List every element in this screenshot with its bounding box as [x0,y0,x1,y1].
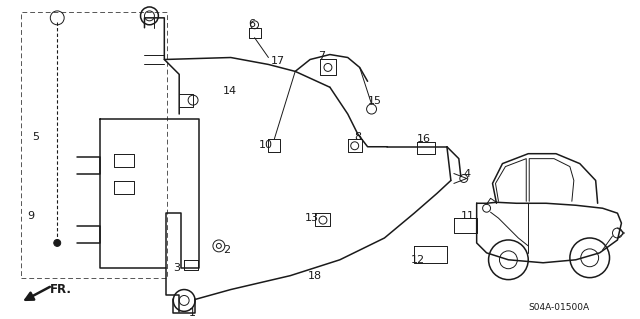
Text: 15: 15 [367,96,381,106]
Circle shape [54,240,61,246]
Text: 14: 14 [223,86,237,96]
Text: 16: 16 [417,134,431,144]
Text: 10: 10 [259,140,273,150]
Text: 1: 1 [189,308,196,318]
Text: 6: 6 [248,19,255,29]
Text: 4: 4 [464,168,471,179]
Text: 8: 8 [355,132,362,142]
Text: 3: 3 [173,263,180,273]
Text: 2: 2 [223,245,230,255]
Text: FR.: FR. [51,283,72,296]
Text: 7: 7 [318,50,325,61]
Bar [20,12,167,278]
Text: S04A-01500A: S04A-01500A [528,303,589,312]
Text: 12: 12 [412,255,426,265]
Text: 5: 5 [33,132,40,142]
Text: 9: 9 [28,211,35,221]
Text: 17: 17 [271,56,285,66]
Text: 13: 13 [305,213,319,223]
Text: 18: 18 [308,271,322,281]
Text: 11: 11 [461,211,475,221]
